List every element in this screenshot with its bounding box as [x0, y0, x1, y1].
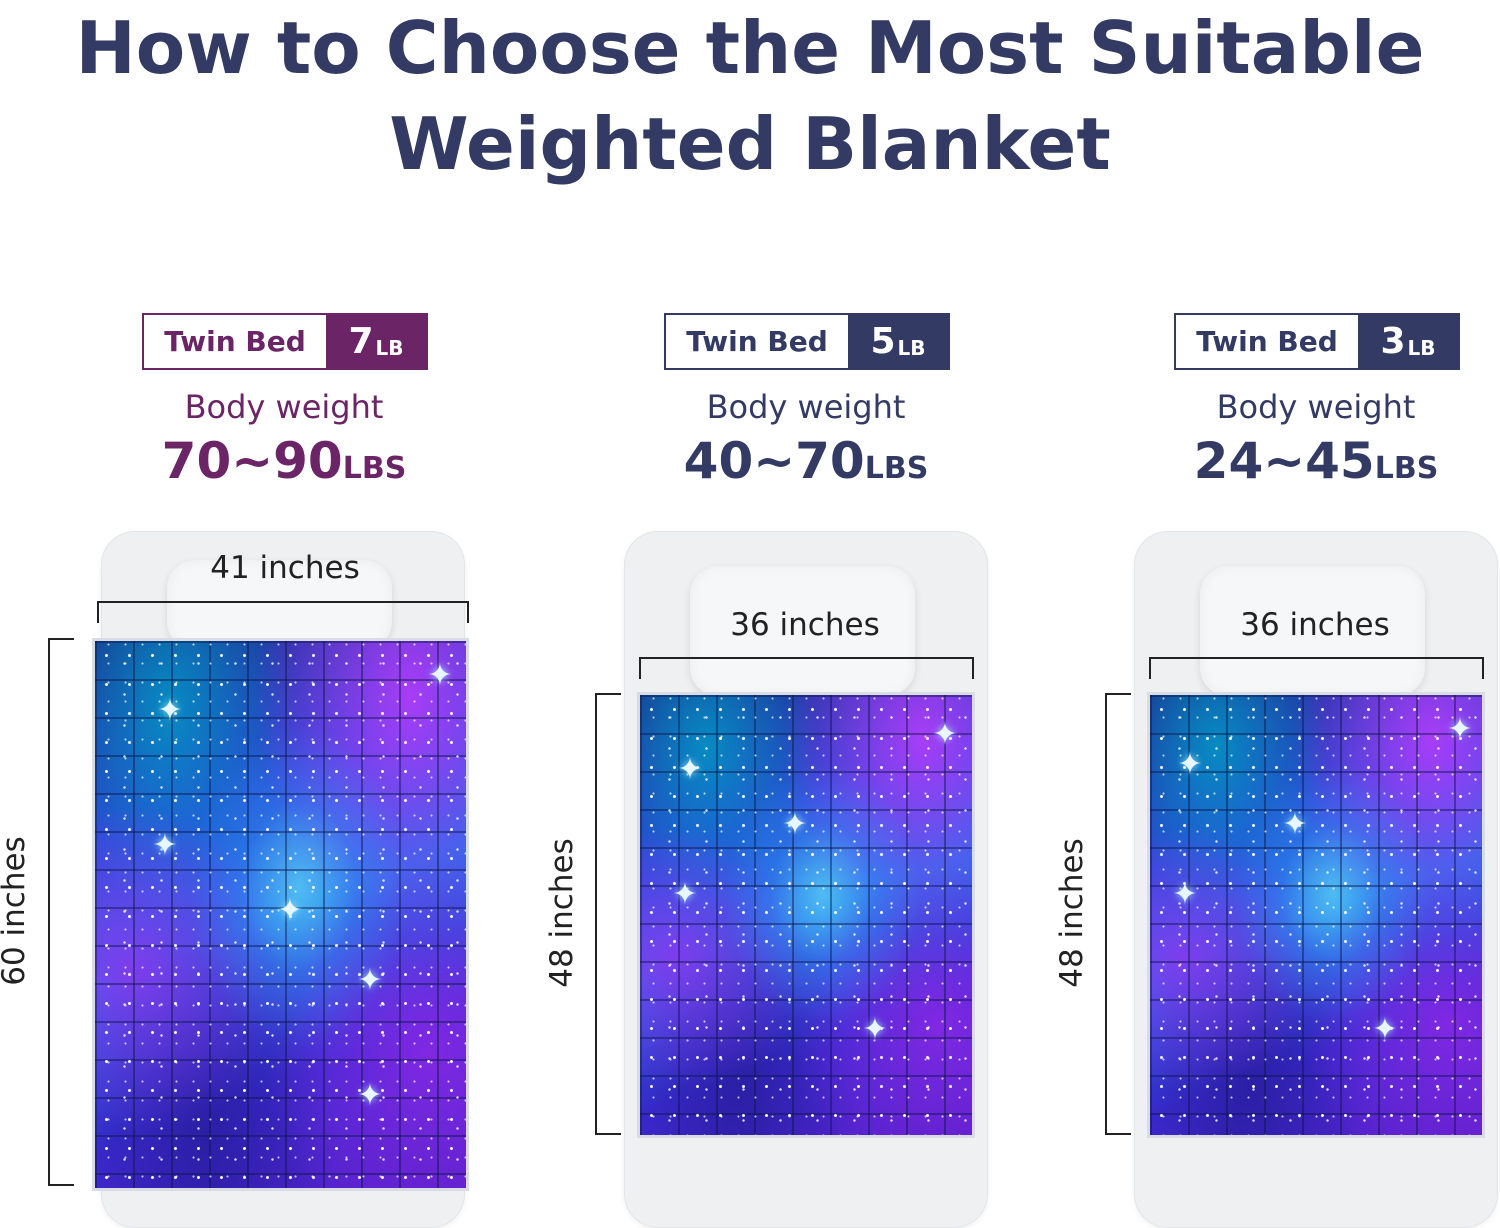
height-label: 48 inches	[1054, 838, 1090, 988]
blanket-weight-value: 5	[870, 321, 896, 362]
width-dimension-tick-right	[972, 657, 974, 679]
height-dimension-line	[1105, 693, 1107, 1135]
sparkle-icon: ✦	[1172, 877, 1198, 912]
width-dimension-tick-left	[97, 601, 99, 623]
width-label: 36 inches	[730, 607, 880, 643]
sparkle-icon: ✦	[1177, 747, 1203, 782]
option-3lb: Twin Bed 3 LB Body weight 24~45LBS	[1106, 0, 1500, 1228]
pillow	[167, 560, 392, 650]
blanket-weight-value: 3	[1380, 321, 1406, 362]
sparkle-icon: ✦	[677, 752, 703, 787]
height-dimension-tick-top	[48, 638, 74, 640]
height-dimension-tick-bottom	[1105, 1133, 1131, 1135]
galaxy-blanket: ✦ ✦ ✦ ✦ ✦	[637, 692, 975, 1138]
bed-size-label: Twin Bed	[686, 325, 828, 358]
blanket-weight: 3 LB	[1358, 315, 1458, 368]
bed-size-label: Twin Bed	[1196, 325, 1338, 358]
galaxy-blanket: ✦ ✦ ✦ ✦ ✦	[1147, 692, 1485, 1138]
blanket-weight: 5 LB	[848, 315, 948, 368]
body-weight-range-value: 40~70	[683, 432, 865, 490]
sparkle-icon: ✦	[672, 877, 698, 912]
body-weight-label: Body weight	[1216, 388, 1416, 426]
blanket-weight-value: 7	[348, 321, 374, 362]
width-dimension-tick-left	[639, 657, 641, 679]
star-field	[95, 641, 466, 1188]
body-weight-label: Body weight	[706, 388, 906, 426]
blanket-weight-unit: LB	[375, 335, 404, 360]
star-field	[1150, 695, 1482, 1135]
height-dimension-tick-bottom	[48, 1184, 74, 1186]
sparkle-icon: ✦	[277, 893, 303, 928]
body-weight-range: 70~90LBS	[74, 432, 494, 490]
pillow	[1200, 566, 1425, 696]
height-dimension-tick-top	[1105, 693, 1131, 695]
title-line-2: Weighted Blanket	[389, 102, 1111, 186]
height-dimension-tick-bottom	[595, 1133, 621, 1135]
body-weight-range-unit: LBS	[342, 451, 407, 486]
width-dimension-line	[97, 601, 469, 603]
sparkle-icon: ✦	[932, 717, 958, 752]
star-field	[640, 695, 972, 1135]
height-label: 60 inches	[0, 836, 32, 986]
width-dimension-line	[639, 657, 974, 659]
title-line-1: How to Choose the Most Suitable	[75, 6, 1425, 90]
width-dimension-line	[1149, 657, 1484, 659]
sparkle-icon: ✦	[157, 693, 183, 728]
body-weight-label: Body weight	[184, 388, 384, 426]
height-dimension-line	[48, 638, 50, 1186]
width-dimension-tick-left	[1149, 657, 1151, 679]
blanket-weight-unit: LB	[897, 335, 926, 360]
sparkle-icon: ✦	[152, 828, 178, 863]
sparkle-icon: ✦	[862, 1012, 888, 1047]
body-weight-range-value: 24~45	[1193, 432, 1375, 490]
blanket-weight-unit: LB	[1407, 335, 1436, 360]
body-weight-range-unit: LBS	[864, 451, 929, 486]
blanket-weight: 7 LB	[326, 315, 426, 368]
pillow	[690, 566, 915, 696]
width-label: 41 inches	[210, 550, 360, 586]
width-dimension-tick-right	[1482, 657, 1484, 679]
sparkle-icon: ✦	[782, 807, 808, 842]
galaxy-blanket: ✦ ✦ ✦ ✦ ✦ ✦	[92, 638, 469, 1191]
option-5lb: Twin Bed 5 LB Body weight 40~70LBS	[596, 0, 1016, 1228]
size-badge: Twin Bed 3 LB	[1174, 313, 1460, 370]
sparkle-icon: ✦	[1447, 712, 1473, 747]
body-weight-range-value: 70~90	[161, 432, 343, 490]
height-label: 48 inches	[544, 838, 580, 988]
size-badge: Twin Bed 5 LB	[664, 313, 950, 370]
sparkle-icon: ✦	[357, 963, 383, 998]
sparkle-icon: ✦	[427, 658, 453, 693]
option-7lb: Twin Bed 7 LB Body weight 70~90LBS	[74, 0, 494, 1228]
size-badge: Twin Bed 7 LB	[142, 313, 428, 370]
sparkle-icon: ✦	[1282, 807, 1308, 842]
sparkle-icon: ✦	[1372, 1012, 1398, 1047]
width-dimension-tick-right	[467, 601, 469, 623]
height-dimension-line	[595, 693, 597, 1135]
body-weight-range-unit: LBS	[1374, 451, 1439, 486]
height-dimension-tick-top	[595, 693, 621, 695]
bed-size-label: Twin Bed	[164, 325, 306, 358]
body-weight-range: 24~45LBS	[1106, 432, 1500, 490]
body-weight-range: 40~70LBS	[596, 432, 1016, 490]
width-label: 36 inches	[1240, 607, 1390, 643]
sparkle-icon: ✦	[357, 1078, 383, 1113]
page-title: How to Choose the Most Suitable Weighted…	[0, 0, 1500, 192]
